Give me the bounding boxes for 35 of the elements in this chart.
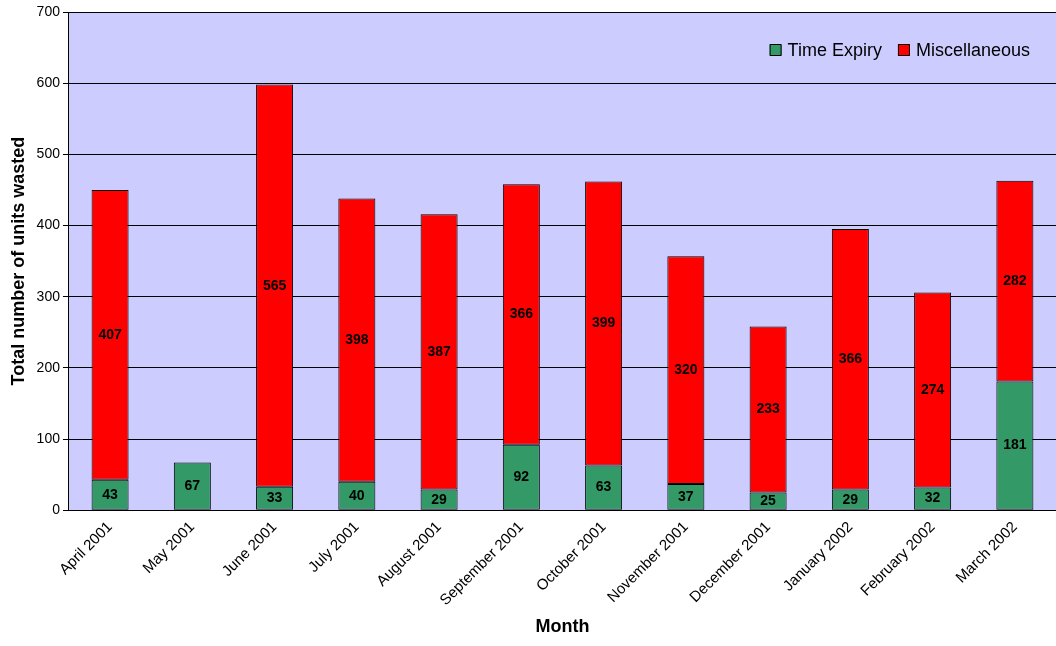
data-label: 40: [349, 486, 365, 503]
data-label: 274: [920, 380, 945, 397]
legend-label: Miscellaneous: [915, 39, 1031, 60]
data-label: 29: [431, 490, 448, 507]
legend-label: Time Expiry: [787, 39, 882, 60]
data-label: 43: [102, 485, 119, 502]
data-label: 399: [591, 314, 616, 331]
data-label: 92: [513, 468, 530, 485]
y-tick-label: 500: [36, 145, 61, 162]
data-label: 32: [924, 489, 941, 506]
data-label: 37: [678, 487, 694, 504]
data-label: 366: [509, 305, 534, 322]
data-label: 63: [595, 478, 612, 495]
data-label: 320: [674, 360, 698, 377]
data-label: 67: [184, 477, 201, 494]
data-label: 25: [760, 491, 777, 508]
y-tick-label: 600: [36, 74, 61, 91]
y-tick-label: 700: [36, 2, 61, 19]
data-label: 565: [262, 276, 287, 293]
data-label: 181: [1003, 436, 1027, 453]
data-label: 398: [345, 330, 369, 347]
y-axis-title: Total number of units wasted: [7, 136, 28, 386]
y-tick-label: 300: [36, 287, 61, 304]
y-tick-label: 100: [36, 429, 61, 446]
data-label: 387: [427, 342, 451, 359]
data-label: 366: [838, 350, 863, 367]
data-label: 282: [1003, 271, 1027, 288]
x-axis-title: Month: [535, 616, 590, 637]
y-tick-label: 200: [36, 358, 61, 375]
data-label: 33: [266, 489, 283, 506]
data-label: 29: [842, 490, 859, 507]
y-tick-label: 400: [36, 216, 61, 233]
data-label: 233: [756, 400, 781, 417]
data-label: 407: [98, 325, 122, 342]
y-tick-label: 0: [52, 501, 61, 518]
